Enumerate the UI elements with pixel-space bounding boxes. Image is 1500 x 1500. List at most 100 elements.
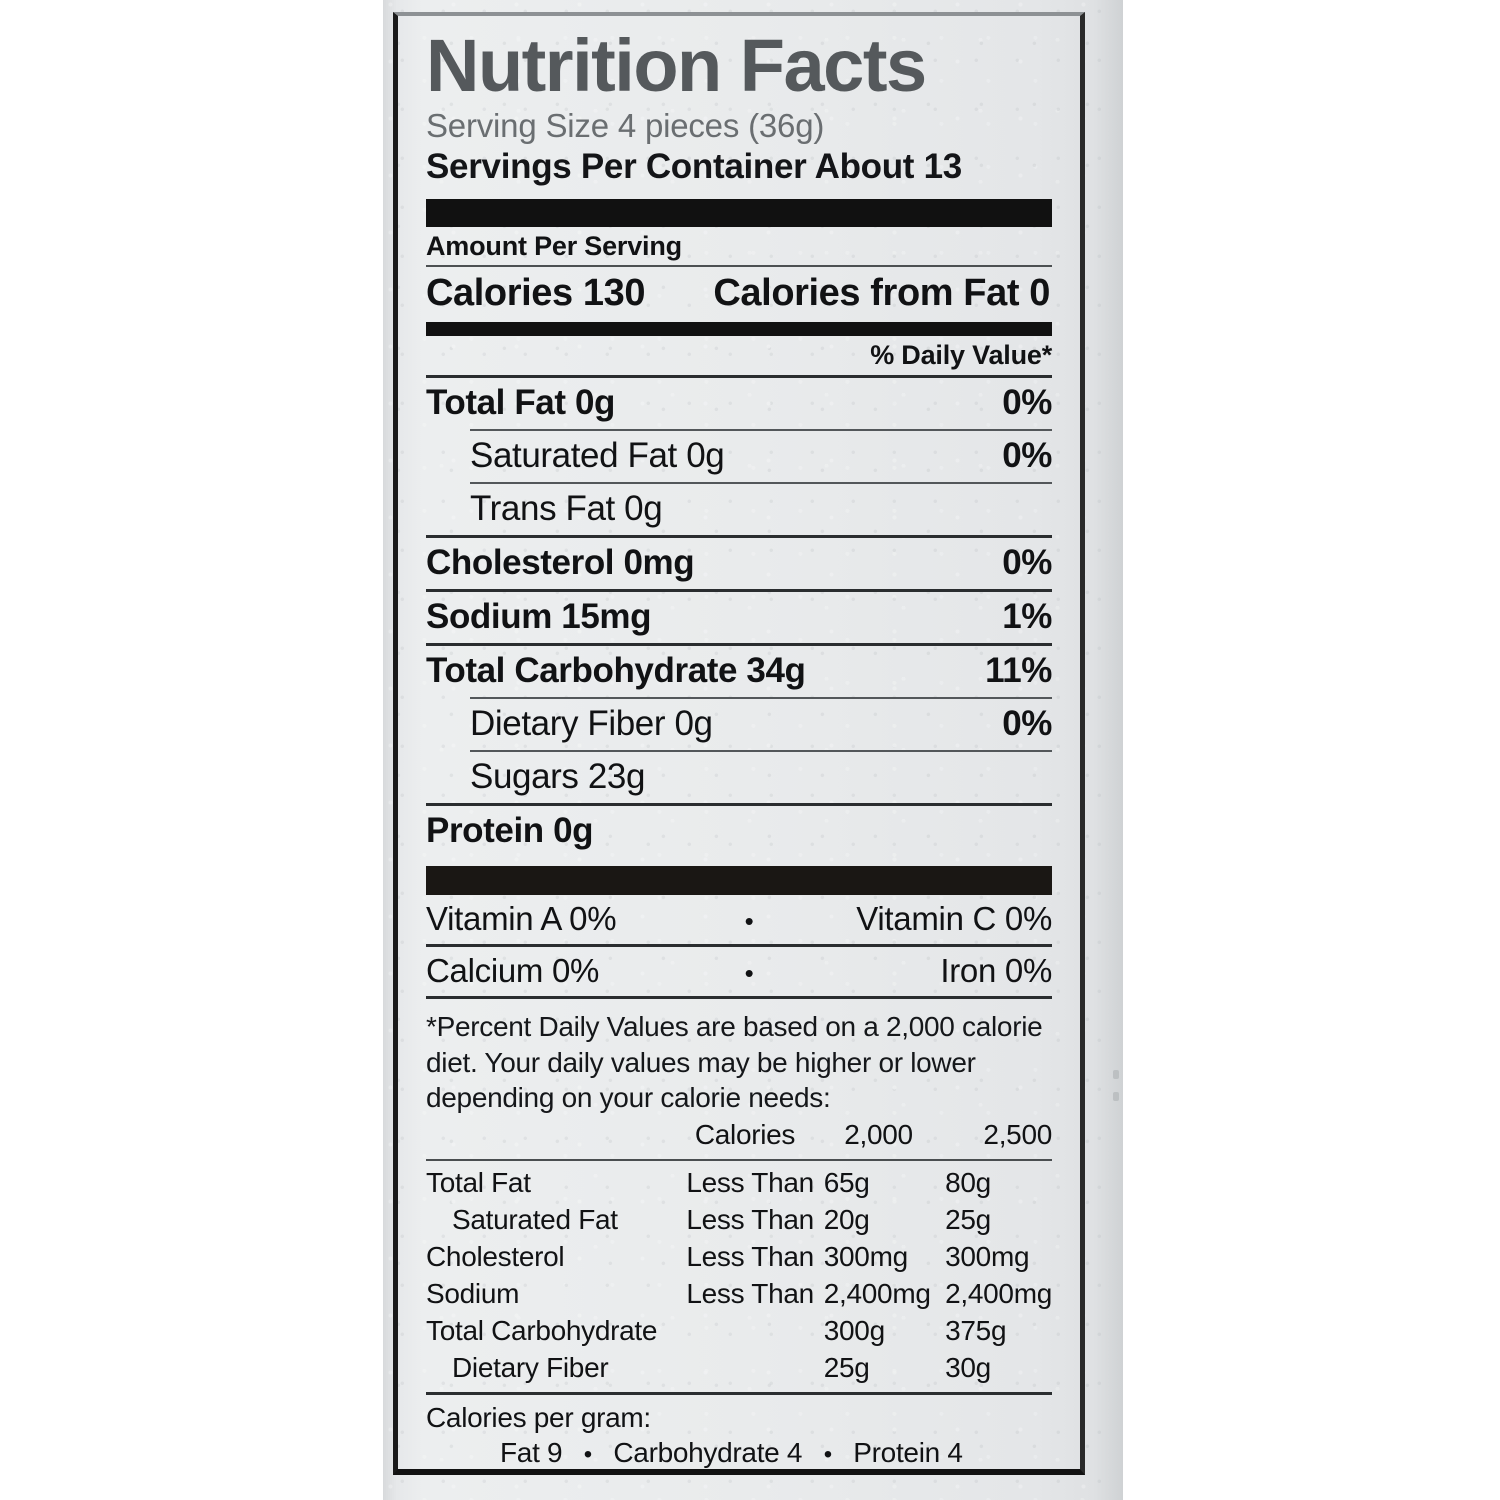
table-header-row: Calories 2,000 2,500 (426, 1117, 1052, 1156)
rule-sub-divider (470, 750, 1052, 753)
nutrient-dv: 0% (1002, 436, 1052, 476)
nutrient-row-cholesterol: Cholesterol 0mg 0% (426, 538, 1052, 589)
nutrient-row-dietary-fiber: Dietary Fiber 0g 0% (426, 699, 1052, 750)
nutrient-dv: 0% (1002, 704, 1052, 744)
bullet-dot-icon: • (744, 958, 754, 989)
nutrient-row-total-fat: Total Fat 0g 0% (426, 378, 1052, 429)
bullet-dot-icon: • (744, 906, 754, 937)
nutrient-dv: 0% (1002, 383, 1052, 423)
calories-per-gram-title: Calories per gram: (426, 1402, 651, 1434)
rule-above-footnote (426, 996, 1052, 1000)
table-row: Total Fat Less Than 65g 80g (426, 1165, 1052, 1202)
dv-row-2500: 30g (945, 1352, 991, 1384)
table-row: Saturated Fat Less Than 20g 25g (426, 1202, 1052, 1239)
calories-divider-bar (426, 322, 1052, 337)
dv-row-name: Cholesterol (426, 1241, 565, 1273)
dv-row-2500: 80g (945, 1167, 991, 1199)
dv-header-blank (426, 1117, 695, 1156)
photo-artifact-mark (1113, 1070, 1119, 1079)
servings-per-container-text: Servings Per Container About 13 (426, 147, 962, 187)
dv-row-cond (686, 1313, 823, 1350)
rule-sub-divider (470, 482, 1052, 485)
vitamin-a-value: Vitamin A 0% (426, 900, 617, 938)
dv-row-2500: 2,400mg (945, 1278, 1052, 1310)
calcium-value: Calcium 0% (426, 952, 600, 990)
rule-above-total-carbohydrate (426, 643, 1052, 647)
dv-row-name: Total Fat (426, 1167, 531, 1199)
vitamin-row-a-c: Vitamin A 0% • Vitamin C 0% (426, 895, 1052, 944)
dv-row-cond: Less Than (686, 1167, 814, 1199)
dv-row-cond: Less Than (686, 1204, 814, 1236)
cpg-fat: Fat 9 (500, 1437, 563, 1469)
dv-row-name: Saturated Fat (452, 1204, 618, 1236)
calories-value: Calories 130 (426, 272, 646, 315)
table-row: Sodium Less Than 2,400mg 2,400mg (426, 1276, 1052, 1313)
rule-sub-divider (470, 429, 1052, 432)
rule-above-calories-per-gram (426, 1392, 1052, 1396)
nutrient-name: Sugars 23g (470, 757, 646, 797)
page-title: Nutrition Facts (426, 24, 927, 107)
table-row: Total Carbohydrate 300g 375g (426, 1313, 1052, 1350)
table-row: Cholesterol Less Than 300mg 300mg (426, 1239, 1052, 1276)
dv-header-calories: Calories (694, 1119, 796, 1151)
nutrient-name: Trans Fat 0g (470, 489, 663, 529)
nutrient-row-sugars: Sugars 23g (426, 752, 1052, 803)
dv-row-2000: 25g (823, 1352, 870, 1384)
cpg-carbohydrate: Carbohydrate 4 (613, 1437, 803, 1469)
nutrient-row-protein: Protein 0g (426, 806, 1052, 857)
dv-row-2000: 300g (823, 1315, 885, 1347)
nutrient-name: Total Fat 0g (426, 383, 615, 423)
dv-row-name: Total Carbohydrate (426, 1315, 658, 1347)
serving-size-text: Serving Size 4 pieces (36g) (426, 107, 825, 145)
bullet-dot-icon: • (583, 1441, 592, 1469)
cpg-protein: Protein 4 (853, 1437, 963, 1469)
dv-row-2000: 300mg (823, 1241, 908, 1273)
dv-row-name: Sodium (426, 1278, 520, 1310)
dv-row-2000: 2,400mg (823, 1278, 931, 1310)
photo-artifact-mark (1113, 1092, 1119, 1101)
nutrient-dv: 0% (1002, 543, 1052, 583)
dv-row-cond: Less Than (686, 1241, 814, 1273)
nutrient-row-sodium: Sodium 15mg 1% (426, 592, 1052, 643)
table-row: Dietary Fiber 25g 30g (426, 1350, 1052, 1387)
daily-value-reference-table: Calories 2,000 2,500 (426, 1117, 1052, 1156)
dv-header-2000: 2,000 (844, 1119, 913, 1151)
nutrient-dv: 1% (1002, 597, 1052, 637)
dv-row-2500: 25g (945, 1204, 991, 1236)
iron-value: Iron 0% (940, 952, 1052, 990)
rule-above-protein (426, 803, 1052, 807)
nutrient-name: Cholesterol 0mg (426, 543, 695, 583)
bullet-dot-icon: • (823, 1441, 832, 1469)
dv-row-2500: 300mg (945, 1241, 1030, 1273)
daily-value-footnote: *Percent Daily Values are based on a 2,0… (426, 1011, 1043, 1113)
nutrient-name: Dietary Fiber 0g (470, 704, 713, 744)
dv-row-2000: 65g (823, 1167, 870, 1199)
rule-above-cholesterol (426, 535, 1052, 539)
nutrient-row-total-carbohydrate: Total Carbohydrate 34g 11% (426, 646, 1052, 697)
rule-above-sodium (426, 589, 1052, 593)
nutrient-name: Saturated Fat 0g (470, 436, 725, 476)
calories-from-fat-value: Calories from Fat 0 (713, 272, 1050, 315)
vitamins-divider-bar (426, 866, 1052, 896)
nutrition-facts-label: Nutrition Facts Serving Size 4 pieces (3… (393, 12, 1085, 1475)
amount-per-serving-label: Amount Per Serving (426, 231, 682, 262)
dv-row-name: Dietary Fiber (452, 1352, 609, 1384)
vitamin-c-value: Vitamin C 0% (856, 900, 1052, 938)
dv-header-2500: 2,500 (983, 1119, 1052, 1151)
dv-row-2500: 375g (945, 1315, 1007, 1347)
rule-above-calories (426, 265, 1052, 268)
nutrient-dv: 11% (985, 651, 1052, 691)
product-photo-backdrop (383, 0, 1123, 1500)
daily-value-rows-table: Total Fat Less Than 65g 80g Saturated Fa… (426, 1165, 1052, 1387)
nutrient-row-trans-fat: Trans Fat 0g (426, 484, 1052, 535)
rule-above-dv-rows (426, 1159, 1052, 1162)
nutrient-name: Protein 0g (426, 811, 594, 851)
dv-row-cond (686, 1350, 823, 1387)
calories-row: Calories 130 Calories from Fat 0 (426, 267, 1052, 322)
calories-per-gram-values: Fat 9 • Carbohydrate 4 • Protein 4 (426, 1434, 1052, 1469)
daily-value-header: % Daily Value* (870, 340, 1052, 371)
nutrient-row-saturated-fat: Saturated Fat 0g 0% (426, 431, 1052, 482)
header-divider-bar (426, 199, 1052, 228)
rule-below-dv-header (426, 375, 1052, 379)
dv-row-2000: 20g (823, 1204, 870, 1236)
